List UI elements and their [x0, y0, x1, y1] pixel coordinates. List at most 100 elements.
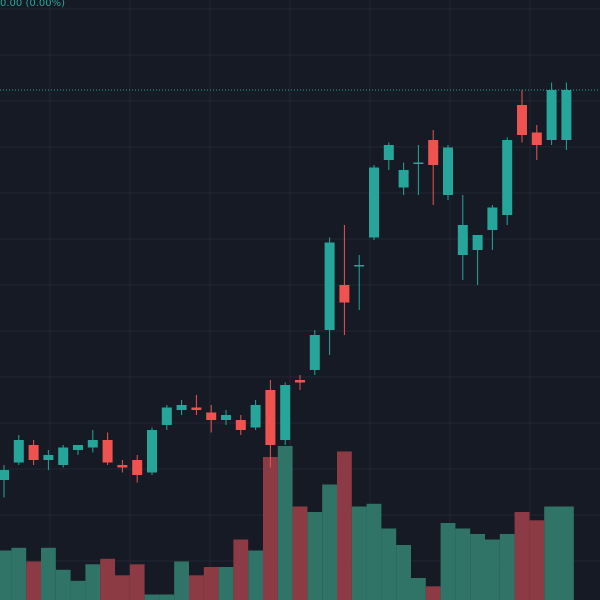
candle-body: [206, 412, 217, 420]
volume-bar: [277, 446, 293, 600]
volume-bar: [396, 545, 411, 600]
candle-body: [428, 140, 439, 165]
volume-bar: [248, 550, 263, 600]
volume-bar: [559, 506, 574, 600]
candle-body: [369, 167, 379, 238]
volume-bar: [499, 534, 515, 600]
candle-body: [58, 447, 69, 465]
legend-change-value: 0.00 (0.00%): [0, 0, 66, 9]
candle: [102, 432, 113, 465]
volume-bar: [233, 539, 249, 600]
candle-body: [280, 385, 291, 440]
candle-body: [117, 465, 128, 468]
candle-body: [561, 90, 572, 140]
volume-series: [0, 446, 574, 600]
volume-bar: [115, 575, 130, 600]
candle: [309, 330, 320, 375]
candle: [87, 430, 98, 453]
volume-bar: [85, 564, 101, 600]
candle: [117, 460, 128, 473]
volume-bar: [366, 503, 382, 600]
volume-bar: [381, 528, 397, 600]
candle: [531, 125, 542, 160]
candle-body: [487, 207, 498, 230]
candle-body: [73, 445, 83, 450]
candle-body: [413, 162, 424, 164]
candle: [295, 375, 305, 390]
candle-body: [295, 380, 305, 383]
volume-bar: [55, 569, 71, 600]
candle: [502, 137, 513, 225]
volume-bar: [455, 528, 471, 600]
candle: [443, 145, 453, 200]
volume-bar: [485, 539, 500, 600]
candle-body: [43, 455, 54, 460]
candle: [487, 205, 498, 250]
volume-bar: [159, 594, 175, 600]
candle: [517, 90, 527, 143]
candle: [265, 380, 276, 468]
candle-body: [457, 225, 468, 255]
candle-body: [221, 415, 231, 420]
candle-body: [443, 147, 453, 195]
candle-body: [176, 405, 187, 410]
candle: [0, 465, 9, 498]
candle: [147, 427, 157, 475]
volume-bar: [351, 506, 367, 600]
candle: [73, 445, 83, 455]
candle-body: [309, 335, 320, 370]
volume-bar: [0, 550, 12, 600]
volume-bar: [189, 575, 204, 600]
candle: [383, 142, 394, 170]
candle-body: [383, 145, 394, 160]
volume-bar: [292, 506, 308, 600]
volume-bar: [425, 586, 441, 600]
volume-bar: [544, 506, 559, 600]
candle: [13, 435, 24, 465]
candle: [206, 405, 217, 433]
candle: [546, 82, 557, 145]
candle-body: [132, 460, 143, 475]
volume-bar: [70, 580, 86, 600]
volume-bar: [129, 564, 145, 600]
candle-body: [265, 390, 276, 445]
volume-bar: [411, 578, 426, 600]
candle: [28, 440, 39, 465]
candle-body: [102, 440, 113, 463]
candle-body: [339, 285, 350, 303]
volume-bar: [100, 558, 115, 600]
candle-body: [191, 407, 202, 410]
candle-body: [472, 235, 483, 250]
volume-bar: [322, 484, 337, 600]
candle-body: [161, 407, 172, 425]
candle-body: [87, 440, 98, 448]
candle-body: [354, 265, 365, 267]
candle: [369, 165, 379, 240]
candle-body: [28, 445, 39, 460]
volume-bar: [470, 534, 485, 600]
candle: [280, 382, 291, 445]
candle-body: [324, 242, 335, 330]
candle: [354, 255, 365, 310]
candle-body: [531, 132, 542, 145]
candle-body: [546, 90, 557, 140]
candle-body: [147, 430, 157, 473]
volume-bar: [529, 520, 545, 600]
volume-bar: [263, 457, 278, 600]
candle: [472, 235, 483, 285]
volume-bar: [11, 547, 27, 600]
volume-bar: [203, 567, 219, 600]
candle: [43, 450, 54, 470]
volume-bar: [144, 594, 160, 600]
candle-body: [517, 105, 527, 135]
volume-bar: [41, 547, 56, 600]
candle-body: [502, 140, 513, 215]
volume-bar: [337, 451, 352, 600]
candle-body: [235, 420, 246, 430]
candle-body: [398, 170, 409, 188]
candle: [339, 225, 350, 335]
candle: [221, 410, 231, 425]
volume-bar: [440, 523, 456, 600]
